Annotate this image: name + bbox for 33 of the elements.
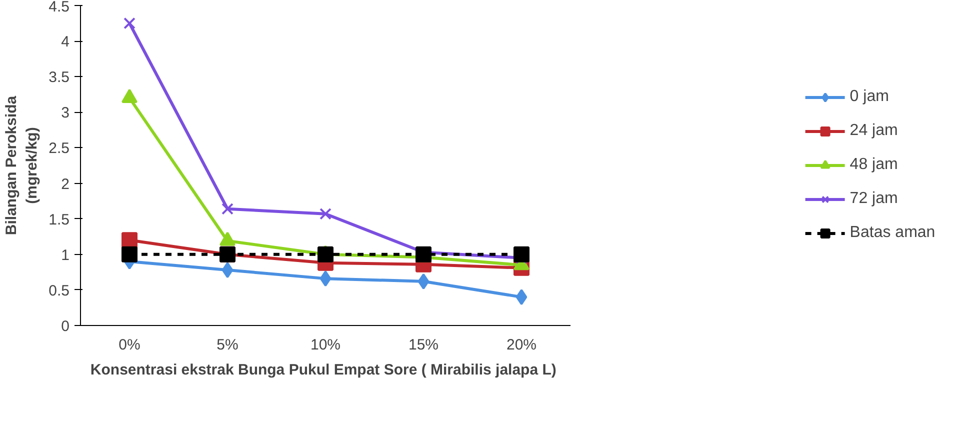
y-tick-label: 1	[61, 246, 70, 264]
x-tick-label: 20%	[506, 336, 537, 354]
y-tick-label: 3.5	[48, 69, 70, 86]
point	[122, 246, 138, 262]
point	[320, 270, 332, 287]
legend-label: 72 jam	[850, 190, 899, 208]
legend-label: 0 jam	[850, 88, 890, 106]
point	[516, 289, 528, 306]
point	[318, 246, 334, 262]
y-tick-label: 2.5	[48, 140, 70, 158]
y-tick-label: 0	[61, 318, 70, 335]
point	[320, 208, 332, 220]
y-tick-label: 2	[61, 176, 70, 193]
point	[514, 246, 530, 262]
x-tick-label: 10%	[310, 336, 341, 354]
point	[222, 262, 234, 278]
legend-label: Batas aman	[850, 224, 936, 242]
x-tick-label: 0%	[118, 336, 140, 354]
x-tick-label: 15%	[408, 336, 439, 354]
y-tick-label: 3	[61, 104, 70, 122]
point	[122, 232, 138, 248]
point	[124, 17, 136, 30]
y-axis-title: Bilangan Peroksida (mgrek/kg)	[3, 95, 41, 236]
y-tick-label: 1.5	[48, 211, 70, 228]
x-axis-title: Konsentrasi ekstrak Bunga Pukul Empat Sore ( Mirabilis jalapa L)	[90, 362, 556, 378]
y-tick-label: 0.5	[48, 282, 70, 300]
legend-label: 24 jam	[850, 122, 899, 140]
y-tick-label: 4.5	[48, 0, 70, 16]
point	[222, 202, 234, 215]
legend-label: 48 jam	[850, 156, 899, 174]
y-tick-label: 4	[61, 34, 70, 51]
x-tick-label: 5%	[216, 336, 238, 354]
point	[418, 273, 430, 290]
